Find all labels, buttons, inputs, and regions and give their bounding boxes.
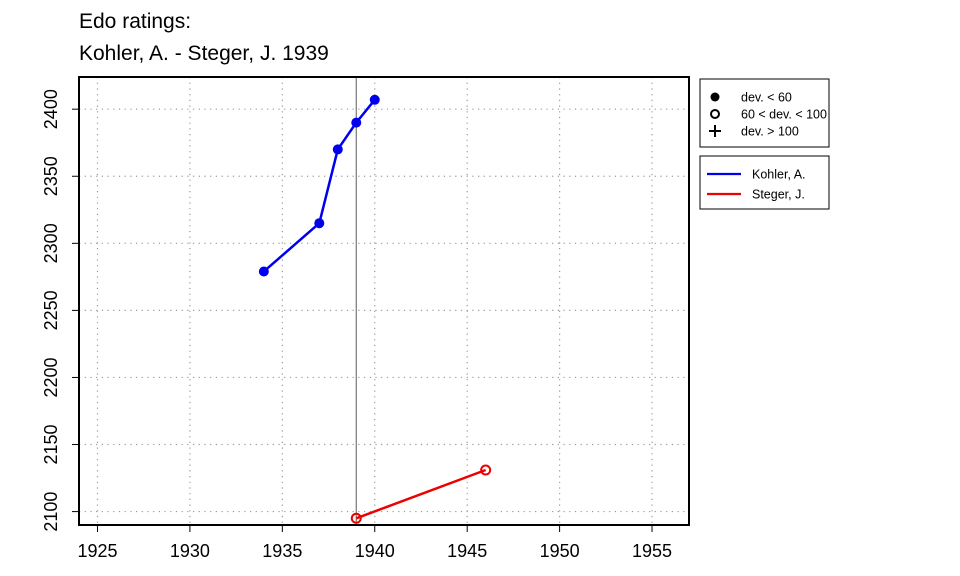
- series-0: [258, 94, 380, 277]
- data-point: [480, 464, 492, 476]
- data-point: [369, 94, 380, 105]
- series-legend: Kohler, A. Steger, J.: [699, 155, 830, 210]
- plot-frame: [78, 76, 690, 526]
- x-tick-label: 1940: [355, 541, 395, 561]
- y-tick-label: 2250: [41, 290, 61, 330]
- y-tick-label: 2400: [41, 89, 61, 129]
- legend-symbol-filled: [710, 92, 720, 102]
- data-point: [350, 512, 362, 524]
- x-tick-label: 1930: [170, 541, 210, 561]
- grid: [79, 77, 689, 525]
- x-axis: 1925 1930 1935 1940 1945 1950 1955: [77, 525, 672, 561]
- series-line: [355, 468, 487, 520]
- chart-title-line-2: Kohler, A. - Steger, J. 1939: [79, 42, 329, 65]
- x-tick-label: 1955: [632, 541, 672, 561]
- series-legend-box: [699, 155, 830, 210]
- chart-title-line-1: Edo ratings:: [79, 10, 191, 33]
- marker-legend: dev. < 60 60 < dev. < 100 dev. > 100: [699, 78, 830, 148]
- legend-label: dev. < 60: [741, 91, 792, 105]
- x-tick-label: 1935: [262, 541, 302, 561]
- legend-series-label: Steger, J.: [752, 188, 805, 202]
- x-tick-label: 1945: [447, 541, 487, 561]
- x-tick-label: 1950: [540, 541, 580, 561]
- x-tick-label: 1925: [77, 541, 117, 561]
- data-point: [351, 117, 362, 128]
- marker-legend-box: [699, 78, 830, 148]
- y-axis: 2100 2150 2200 2250 2300 2350 2400: [41, 89, 79, 532]
- legend-symbol-plus: [709, 125, 721, 137]
- legend-series-label: Kohler, A.: [752, 168, 806, 182]
- y-tick-label: 2100: [41, 492, 61, 532]
- y-tick-label: 2350: [41, 156, 61, 196]
- series-layer: [258, 94, 492, 524]
- legend-symbol-open: [710, 109, 720, 119]
- series-1: [350, 464, 492, 524]
- y-tick-label: 2150: [41, 424, 61, 464]
- y-tick-label: 2300: [41, 223, 61, 263]
- data-point: [332, 144, 343, 155]
- legend-label: 60 < dev. < 100: [741, 108, 827, 122]
- data-point: [314, 218, 325, 229]
- y-tick-label: 2200: [41, 357, 61, 397]
- legend-label: dev. > 100: [741, 125, 799, 139]
- data-point: [258, 266, 269, 277]
